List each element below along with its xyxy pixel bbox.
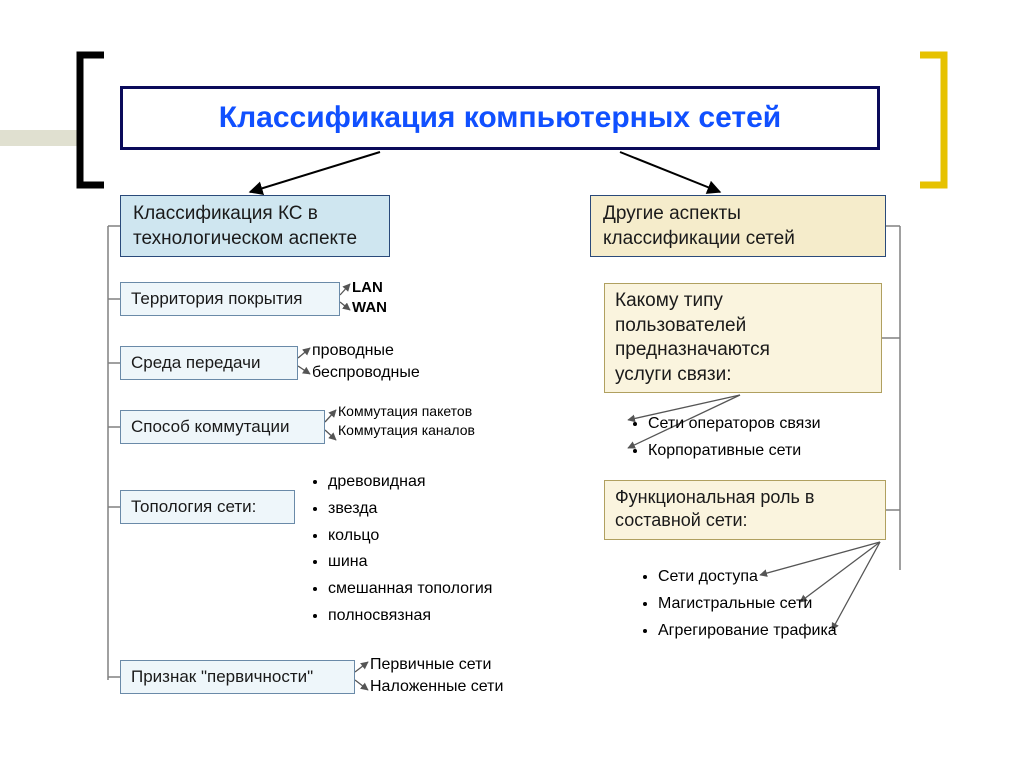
detail-line: WAN — [352, 298, 387, 318]
bullet-line: древовидная — [328, 470, 492, 495]
bullet-line: Магистральные сети — [658, 592, 837, 617]
bullet-line: Агрегирование трафика — [658, 619, 837, 644]
item-box-line: Функциональная роль в — [615, 486, 875, 509]
bullet-line: звезда — [328, 497, 492, 522]
side-accent-bar — [0, 130, 82, 146]
detail-line: Наложенные сети — [370, 676, 503, 698]
detail-line: Первичные сети — [370, 654, 503, 676]
item-bullet-details: Сети доступаМагистральные сетиАгрегирова… — [640, 565, 837, 645]
header-line: технологическом аспекте — [133, 227, 377, 252]
title-box: Классификация компьютерных сетей — [120, 86, 880, 150]
bullet-line: Сети операторов связи — [648, 412, 821, 437]
bullet-line: смешанная топология — [328, 577, 492, 602]
item-box: Признак "первичности" — [120, 660, 355, 694]
header-line: классификации сетей — [603, 227, 873, 252]
item-box: Топология сети: — [120, 490, 295, 524]
item-details: Первичные сетиНаложенные сети — [370, 654, 503, 697]
header-line: Классификация КС в — [133, 202, 377, 227]
item-box-line: пользователей — [615, 314, 871, 339]
item-box: Среда передачи — [120, 346, 298, 380]
bullet-line: полносвязная — [328, 604, 492, 629]
item-details: LANWAN — [352, 278, 387, 319]
item-box: Функциональная роль всоставной сети: — [604, 480, 886, 540]
detail-line: LAN — [352, 278, 387, 298]
item-box: Территория покрытия — [120, 282, 340, 316]
detail-line: Коммутация каналов — [338, 421, 475, 440]
item-box-line: предназначаются — [615, 338, 871, 363]
bullet-line: кольцо — [328, 524, 492, 549]
bullet-line: Корпоративные сети — [648, 439, 821, 464]
item-details: Коммутация пакетовКоммутация каналов — [338, 402, 475, 440]
item-details: проводныебеспроводные — [312, 340, 420, 383]
item-bullet-details: Сети операторов связиКорпоративные сети — [630, 412, 821, 466]
bullet-line: шина — [328, 550, 492, 575]
title-text: Классификация компьютерных сетей — [133, 101, 867, 135]
detail-line: Коммутация пакетов — [338, 402, 475, 421]
header-line: Другие аспекты — [603, 202, 873, 227]
bullet-line: Сети доступа — [658, 565, 837, 590]
item-box-line: составной сети: — [615, 509, 875, 532]
left-branch-header: Классификация КС втехнологическом аспект… — [120, 195, 390, 257]
detail-line: проводные — [312, 340, 420, 362]
item-box: Какому типупользователейпредназначаютсяу… — [604, 283, 882, 393]
slide-canvas: { "layout": { "width": 1024, "height": 7… — [0, 0, 1024, 768]
item-box-line: услуги связи: — [615, 363, 871, 388]
detail-line: беспроводные — [312, 362, 420, 384]
item-box: Способ коммутации — [120, 410, 325, 444]
right-branch-header: Другие аспектыклассификации сетей — [590, 195, 886, 257]
item-bullet-details: древовиднаязвездакольцошинасмешанная топ… — [310, 470, 492, 631]
item-box-line: Какому типу — [615, 289, 871, 314]
